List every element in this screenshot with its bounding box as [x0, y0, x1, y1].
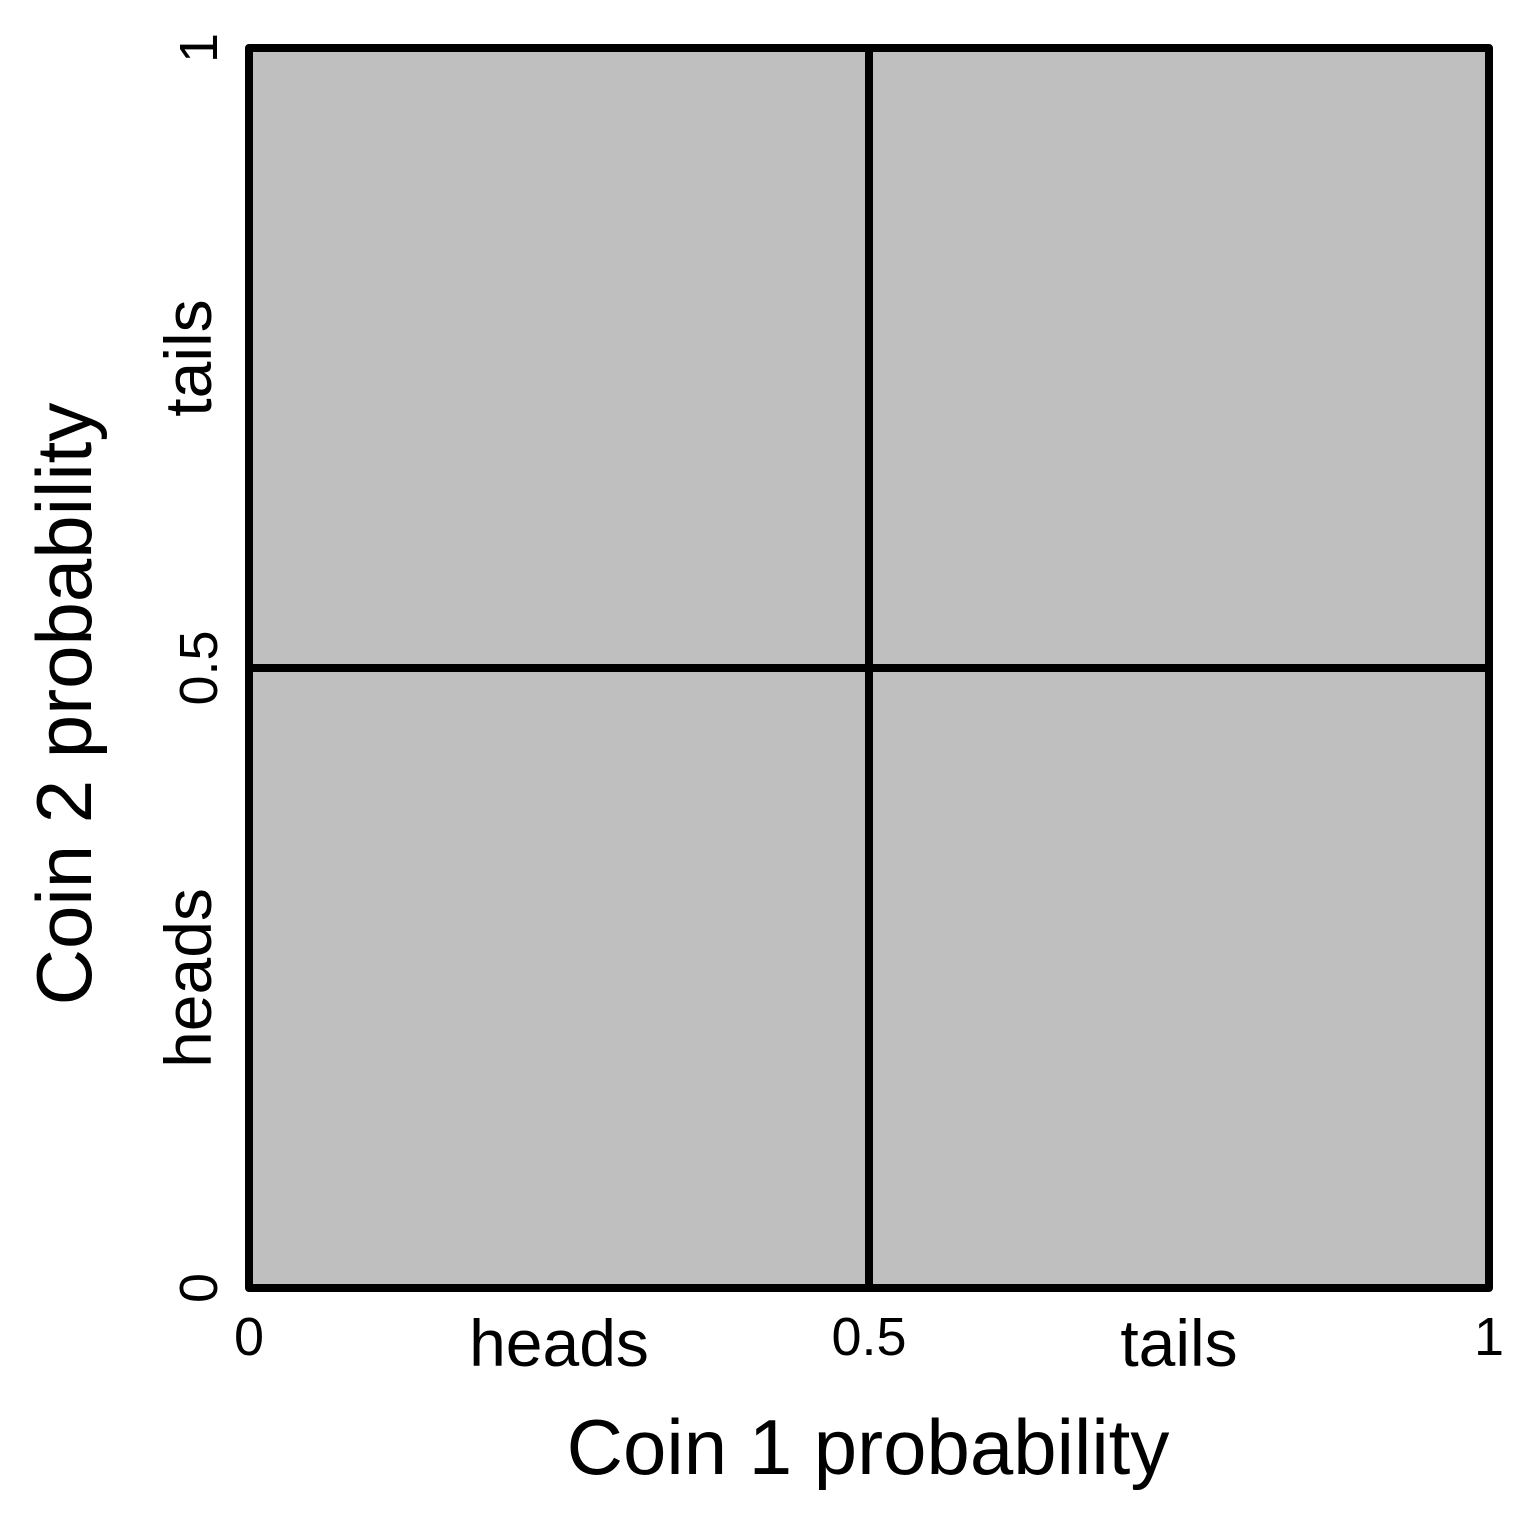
y-axis-categories: heads tails — [151, 299, 225, 1068]
x-tick-label: 0.5 — [831, 1307, 906, 1367]
x-category-label: tails — [1120, 1306, 1237, 1380]
x-axis-categories: heads tails — [469, 1306, 1238, 1380]
y-tick-label: 1 — [169, 33, 229, 63]
cell-heads-heads — [249, 668, 869, 1288]
x-axis-title: Coin 1 probability — [567, 1403, 1170, 1491]
y-tick-label: 0 — [169, 1273, 229, 1303]
y-tick-label: 0.5 — [169, 630, 229, 705]
y-category-label: tails — [151, 299, 225, 416]
cell-tails-heads — [869, 668, 1489, 1288]
x-axis-ticks: 0 0.5 1 — [234, 1307, 1504, 1367]
y-axis-title: Coin 2 probability — [20, 403, 108, 1006]
y-axis-ticks: 00.51 — [169, 33, 229, 1303]
cell-tails-tails — [869, 48, 1489, 668]
x-tick-label: 1 — [1474, 1307, 1504, 1367]
y-category-label: heads — [151, 888, 225, 1068]
chart-cells — [249, 48, 1489, 1288]
cell-heads-tails — [249, 48, 869, 668]
chart-cell-borders — [245, 44, 1493, 1292]
x-category-label: heads — [469, 1306, 649, 1380]
x-tick-label: 0 — [234, 1307, 264, 1367]
